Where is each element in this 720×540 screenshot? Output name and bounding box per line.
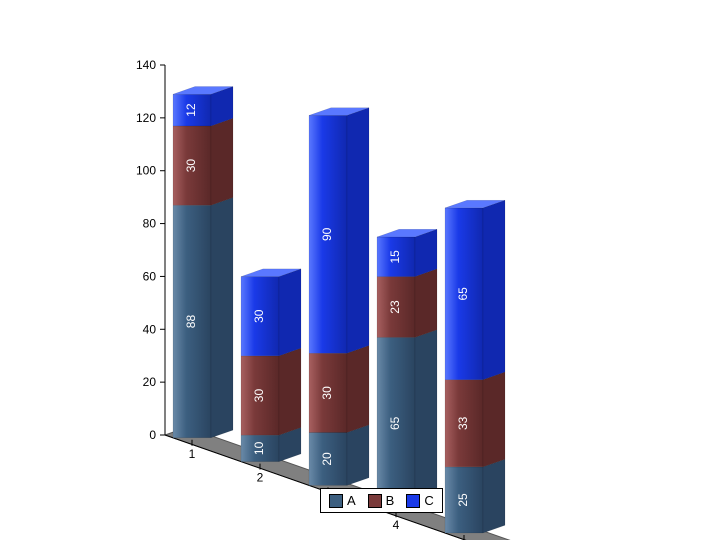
- bar-segment-side: [415, 330, 437, 509]
- bar-segment-side: [483, 372, 505, 467]
- x-tick-label: 1: [189, 447, 196, 461]
- y-tick-label: 40: [143, 322, 157, 336]
- bar-value-label: 33: [456, 416, 470, 430]
- bar-segment-side: [483, 459, 505, 533]
- bar-value-label: 12: [184, 103, 198, 117]
- legend: A B C: [320, 488, 443, 513]
- y-tick-label: 20: [143, 375, 157, 389]
- bar-value-label: 30: [252, 309, 266, 323]
- bar-segment-side: [347, 346, 369, 433]
- bar-value-label: 23: [388, 300, 402, 314]
- bar-value-label: 65: [388, 416, 402, 430]
- x-tick-label: 2: [257, 471, 264, 485]
- bar-segment-side: [415, 269, 437, 337]
- y-tick-label: 140: [136, 58, 156, 72]
- chart-container: 0204060801001201401883012210303032030904…: [0, 0, 720, 540]
- y-tick-label: 60: [143, 269, 157, 283]
- legend-label: B: [386, 493, 395, 508]
- bar-value-label: 25: [456, 493, 470, 507]
- legend-item: C: [406, 493, 433, 508]
- bar-value-label: 20: [320, 452, 334, 466]
- bar-value-label: 30: [252, 389, 266, 403]
- bar-value-label: 10: [252, 441, 266, 455]
- bar-value-label: 30: [320, 386, 334, 400]
- bar-segment-side: [211, 118, 233, 205]
- bar-value-label: 15: [388, 250, 402, 264]
- stacked-bar-3d-chart: 0204060801001201401883012210303032030904…: [0, 0, 720, 540]
- legend-item: B: [368, 493, 395, 508]
- y-tick-label: 0: [149, 428, 156, 442]
- bar-segment-side: [415, 229, 437, 276]
- legend-swatch: [329, 494, 343, 508]
- legend-swatch: [406, 494, 420, 508]
- bar-segment-side: [347, 108, 369, 354]
- bar-value-label: 65: [456, 287, 470, 301]
- legend-swatch: [368, 494, 382, 508]
- bar-segment-side: [211, 198, 233, 438]
- bar-value-label: 90: [320, 227, 334, 241]
- bar-value-label: 30: [184, 159, 198, 173]
- y-tick-label: 100: [136, 164, 156, 178]
- bar-segment-side: [483, 200, 505, 379]
- legend-item: A: [329, 493, 356, 508]
- legend-label: C: [424, 493, 433, 508]
- y-tick-label: 120: [136, 111, 156, 125]
- y-tick-label: 80: [143, 217, 157, 231]
- x-tick-label: 4: [393, 518, 400, 532]
- legend-label: A: [347, 493, 356, 508]
- bar-segment-side: [347, 425, 369, 486]
- bar-value-label: 88: [184, 315, 198, 329]
- bar-segment-side: [279, 348, 301, 435]
- bar-segment-side: [279, 269, 301, 356]
